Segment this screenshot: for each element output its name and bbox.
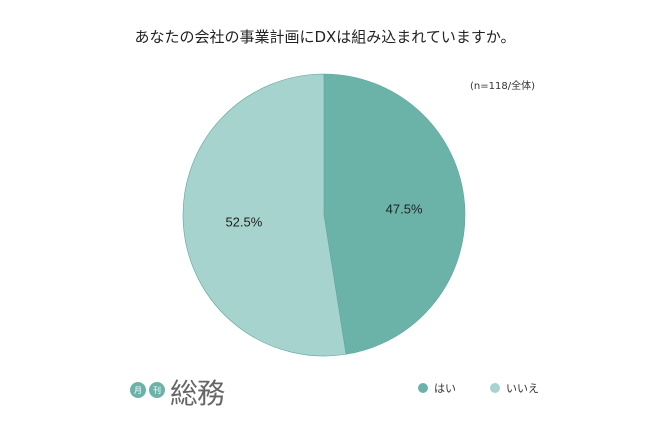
legend-label: はい bbox=[434, 382, 456, 395]
pie-data-label: 52.5% bbox=[225, 214, 262, 229]
logo: 月 刊 総務 bbox=[130, 368, 225, 412]
legend-item-no: いいえ bbox=[490, 380, 539, 396]
pie-slice-0 bbox=[323, 73, 466, 355]
logo-badge-1: 月 bbox=[130, 382, 146, 398]
logo-text: 総務 bbox=[170, 377, 225, 410]
legend-swatch bbox=[418, 383, 428, 393]
logo-badge-2: 刊 bbox=[149, 382, 165, 398]
pie-slice-1 bbox=[182, 73, 347, 357]
pie-data-label: 47.5% bbox=[386, 202, 423, 217]
legend-item-yes: はい bbox=[418, 380, 456, 396]
legend-swatch bbox=[490, 383, 500, 393]
chart-title: あなたの会社の事業計画にDXは組み込まれていますか。 bbox=[134, 28, 516, 46]
sample-size-note: (n=118/全体) bbox=[470, 81, 535, 92]
legend-label: いいえ bbox=[506, 382, 539, 395]
